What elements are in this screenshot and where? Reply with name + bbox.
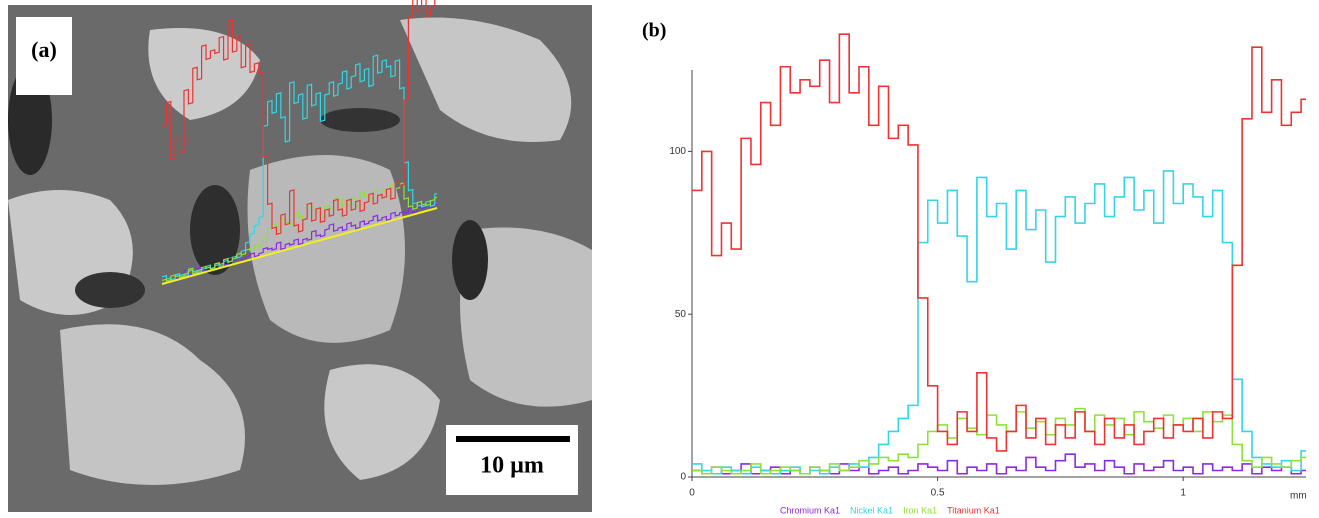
panel-label: (a) (31, 37, 57, 62)
chart: 0 50 100 0 0.5 1 (669, 33, 1306, 499)
legend-entry: Nickel Ka1 (850, 505, 893, 515)
y-tick-label: 0 (680, 472, 686, 483)
series-line (692, 407, 1306, 475)
pore (452, 220, 488, 300)
x-tick-label: 0.5 (931, 488, 945, 499)
pore (320, 108, 400, 132)
y-tick-label: 50 (675, 309, 687, 320)
series-line (692, 33, 1306, 452)
scale-bar (456, 436, 570, 442)
scan-profile (161, 54, 438, 281)
scan-line (161, 207, 438, 285)
scan-profile (161, 0, 437, 236)
pore (190, 185, 240, 275)
legend-entry: Iron Ka1 (903, 505, 937, 515)
grain (324, 364, 440, 480)
legend-entry: Chromium Ka1 (780, 505, 840, 515)
x-tick-label: 0 (689, 488, 695, 499)
label-box (16, 17, 72, 95)
legend: Chromium Ka1 Nickel Ka1 Iron Ka1 Titanium K… (780, 505, 1000, 515)
legend-entry: Titanium Ka1 (947, 505, 1000, 515)
pore (75, 272, 145, 308)
scan-profiles (161, 0, 438, 282)
series-line (692, 170, 1306, 475)
grain (60, 324, 245, 485)
x-axis-label: mm (1290, 491, 1307, 502)
scan-profile (161, 182, 438, 282)
grain (460, 227, 592, 407)
y-tick-label: 100 (669, 146, 686, 157)
grain (400, 17, 572, 142)
x-tick-label: 1 (1180, 488, 1186, 499)
sem-image: (a) 10 µm (8, 5, 592, 512)
panel-label: (b) (642, 20, 666, 42)
scale-label: 10 µm (480, 453, 544, 479)
